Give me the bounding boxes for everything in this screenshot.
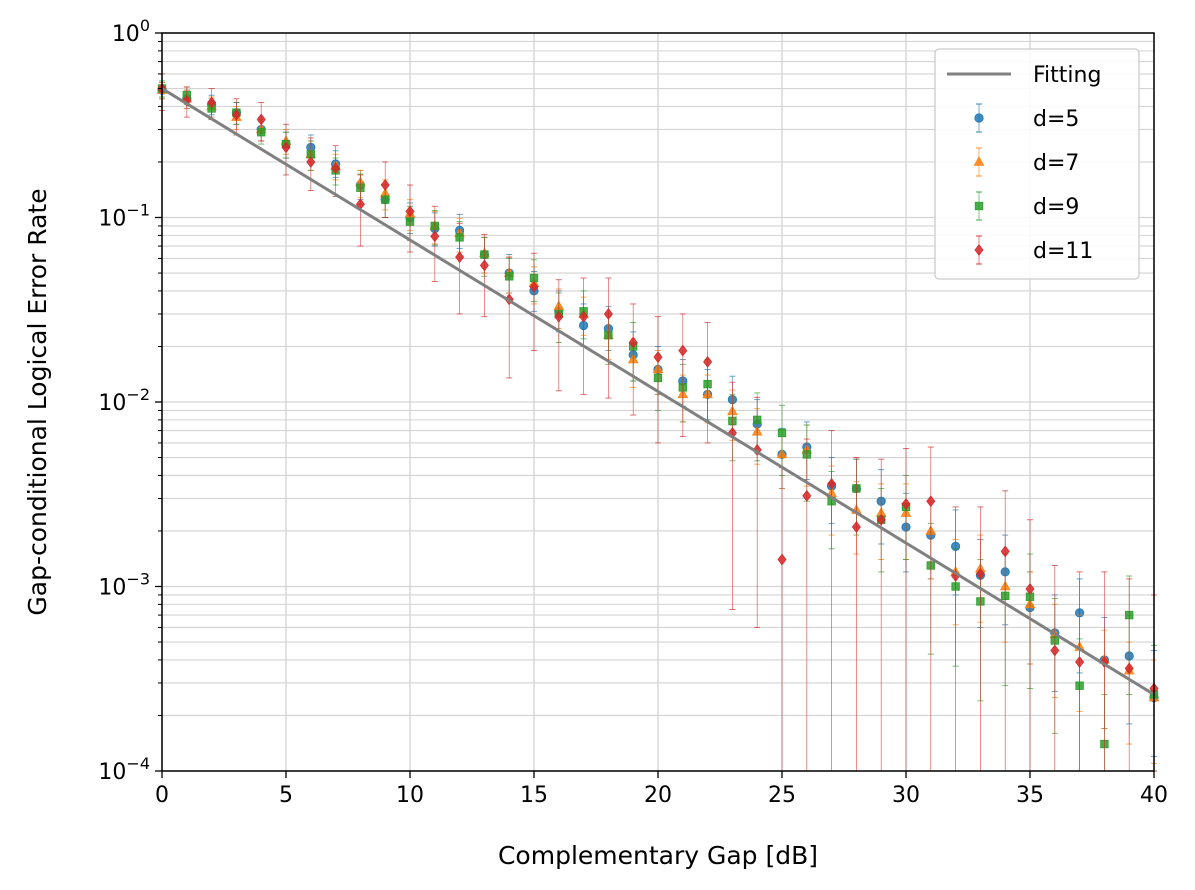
legend-box — [934, 48, 1140, 280]
data-point — [1075, 656, 1085, 668]
data-point — [802, 489, 812, 502]
axis-ticks: 0 5 10 15 20 25 30 35 40 100 10−1 10−2 10−3 10−4 — [98, 16, 1168, 808]
data-point — [603, 308, 613, 320]
legend: Fitting d=5 d=7 d=9 d=11 — [934, 48, 1140, 280]
data-point — [529, 281, 539, 293]
data-point — [777, 428, 787, 438]
legend-label-fitting: Fitting — [1033, 63, 1101, 88]
data-point — [281, 141, 291, 154]
y-tick-label: 100 — [112, 16, 150, 47]
x-tick-label: 5 — [279, 783, 293, 808]
data-point — [256, 113, 266, 126]
legend-label: d=7 — [1033, 151, 1079, 176]
y-tick-label: 10−2 — [98, 385, 150, 416]
data-point — [231, 108, 241, 121]
data-point — [876, 513, 886, 526]
x-tick-label: 15 — [520, 783, 548, 808]
data-point — [1050, 644, 1060, 657]
data-point — [827, 477, 837, 490]
x-axis-title: Complementary Gap [dB] — [498, 841, 818, 870]
data-point — [331, 162, 341, 175]
data-point — [901, 498, 911, 510]
data-point — [653, 351, 663, 364]
data-point — [380, 179, 390, 191]
data-point — [703, 355, 713, 368]
fitting-line — [161, 87, 1155, 696]
y-tick-label: 10−3 — [98, 570, 150, 601]
x-tick-label: 20 — [644, 783, 672, 808]
x-tick-label: 10 — [396, 783, 424, 808]
legend-marker — [974, 113, 984, 123]
data-point — [306, 156, 316, 168]
data-point — [975, 568, 985, 580]
x-tick-label: 30 — [892, 783, 920, 808]
x-tick-label: 35 — [1016, 783, 1044, 808]
data-point — [851, 521, 861, 533]
legend-marker — [974, 201, 984, 211]
data-point — [1025, 583, 1035, 595]
plot-area — [156, 73, 1160, 772]
data-point — [405, 205, 415, 218]
data-point — [479, 259, 489, 272]
legend-marker — [974, 244, 984, 256]
data-point — [628, 336, 638, 349]
data-point — [777, 553, 787, 566]
x-tick-label: 40 — [1140, 783, 1168, 808]
data-point — [678, 344, 688, 357]
legend-marker — [973, 156, 985, 166]
x-tick-label: 0 — [155, 783, 169, 808]
data-point — [430, 230, 440, 243]
legend-label: d=9 — [1033, 195, 1079, 220]
series-d-11 — [157, 73, 1159, 772]
data-point — [554, 310, 564, 323]
y-tick-label: 10−4 — [98, 754, 150, 785]
y-axis-title: Gap-conditional Logical Error Rate — [23, 188, 52, 615]
data-point — [579, 310, 589, 323]
data-point — [1000, 545, 1010, 558]
y-tick-label: 10−1 — [98, 201, 150, 232]
data-point — [207, 96, 217, 109]
data-point — [1124, 662, 1134, 675]
legend-label: d=5 — [1033, 107, 1079, 132]
legend-label: d=11 — [1033, 239, 1093, 264]
data-point — [926, 495, 936, 508]
data-point — [455, 251, 465, 264]
x-tick-label: 25 — [768, 783, 796, 808]
